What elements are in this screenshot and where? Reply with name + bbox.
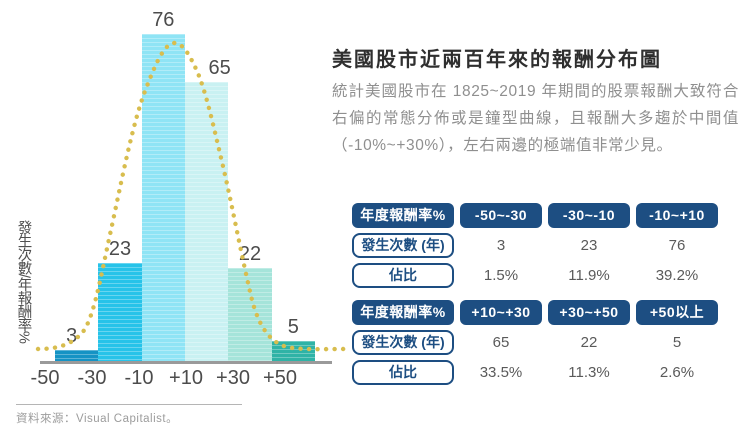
table-header-cell: -50~-30 (460, 203, 542, 228)
table-value-cell: 5 (672, 334, 682, 351)
bar--10~+10 (141, 33, 185, 363)
table-value-cell: 33.5% (479, 364, 523, 381)
footer-divider (16, 404, 242, 405)
table-header-cell: +30~+50 (548, 300, 630, 325)
bar-value-label: 3 (66, 325, 78, 347)
returns-table-1: 年度報酬率% -50~-30 -30~-10 -10~+10 發生次數 (年) 3 23 76… (352, 203, 720, 288)
bar--30~-10 (98, 263, 142, 363)
x-tick-label: -10 (124, 367, 154, 389)
source-note: 資料來源：Visual Capitalist。 (16, 413, 179, 425)
x-axis-line (40, 361, 332, 364)
x-tick-label: +50 (263, 367, 297, 389)
table-value-cell: 3 (496, 237, 506, 254)
row-label-cell: 佔比 (352, 360, 454, 385)
x-tick-label: +10 (169, 367, 203, 389)
table-value-cell: 76 (668, 237, 686, 254)
row-label-cell: 佔比 (352, 263, 454, 288)
table-value-cell: 39.2% (655, 267, 699, 284)
x-tick-label: +30 (216, 367, 250, 389)
table-value-cell: 1.5% (483, 267, 519, 284)
table-header-cell: -30~-10 (548, 203, 630, 228)
table-value-cell: 11.9% (568, 267, 610, 284)
bar-value-label: 5 (287, 316, 299, 339)
bar-+30~+50 (228, 267, 272, 363)
x-tick-label: -50 (30, 367, 60, 389)
table-header-cell: -10~+10 (636, 203, 718, 228)
table-header-cell: 年度報酬率% (352, 203, 454, 228)
row-label-cell: 發生次數 (年) (352, 233, 454, 258)
table-header-cell: +10~+30 (460, 300, 542, 325)
table-value-cell: 22 (580, 334, 598, 351)
bar-+10~+30 (184, 81, 229, 363)
page-title: 美國股市近兩百年來的報酬分布圖 (332, 49, 662, 71)
table-value-cell: 65 (492, 334, 510, 351)
bar--50~-30 (55, 350, 99, 363)
bar-value-label: 23 (108, 238, 132, 261)
table-value-cell: 23 (580, 237, 598, 254)
table-header-cell: +50以上 (636, 300, 718, 325)
x-tick-label: -30 (77, 367, 107, 389)
returns-table-2: 年度報酬率% +10~+30 +30~+50 +50以上發生次數 (年) 65 22 5 佔比… (352, 300, 720, 385)
table-value-cell: 2.6% (659, 364, 695, 381)
article-body: 統計美國股市在 1825~2019 年期間的股票報酬大致符合右偏的常態分佈或是鐘… (332, 83, 739, 154)
bar-value-label: 76 (152, 8, 175, 31)
row-label-cell: 發生次數 (年) (352, 330, 454, 355)
table-header-cell: 年度報酬率% (352, 300, 454, 325)
bar-+50以上 (271, 341, 315, 363)
bar-value-label: 65 (208, 56, 231, 79)
bar-value-label: 22 (238, 242, 262, 265)
table-value-cell: 11.3% (568, 364, 610, 381)
y-axis-label: 發生次數/年報酬率% (15, 220, 32, 343)
